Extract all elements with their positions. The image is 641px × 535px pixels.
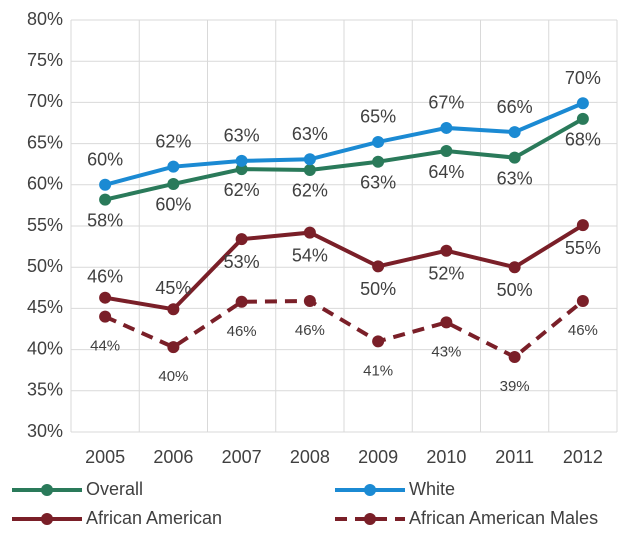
- point: [576, 294, 589, 307]
- point: [99, 193, 112, 206]
- series-line: [104, 101, 584, 187]
- point: [508, 151, 521, 164]
- point: [508, 351, 521, 364]
- legend-label: African American Males: [409, 508, 598, 528]
- point: [235, 233, 248, 246]
- y-tick-label: 40%: [27, 338, 63, 358]
- data-label: 58%: [87, 210, 123, 230]
- data-label: 54%: [292, 245, 328, 265]
- series-line: [104, 117, 584, 202]
- point: [235, 295, 248, 308]
- point: [576, 97, 589, 110]
- x-tick-label: 2008: [290, 447, 330, 467]
- x-tick-label: 2006: [153, 447, 193, 467]
- legend-marker: [41, 513, 53, 525]
- data-label: 70%: [565, 68, 601, 88]
- legend-marker: [41, 484, 53, 496]
- x-tick-label: 2005: [85, 447, 125, 467]
- data-label: 68%: [565, 130, 601, 150]
- point: [167, 303, 180, 316]
- y-tick-label: 35%: [27, 380, 63, 400]
- series-line: [104, 298, 585, 360]
- point: [167, 160, 180, 173]
- data-label: 67%: [428, 93, 464, 113]
- data-label: 64%: [428, 162, 464, 182]
- data-label: 46%: [295, 322, 325, 339]
- data-label: 39%: [500, 378, 530, 395]
- point: [303, 153, 316, 166]
- point: [372, 155, 385, 168]
- legend-marker: [364, 513, 376, 525]
- data-label: 46%: [568, 322, 598, 339]
- data-label: 60%: [87, 150, 123, 170]
- y-tick-label: 80%: [27, 9, 63, 29]
- data-label: 63%: [497, 168, 533, 188]
- point: [508, 261, 521, 274]
- legend-label: African American: [86, 508, 222, 528]
- x-tick-label: 2009: [358, 447, 398, 467]
- point: [372, 260, 385, 273]
- x-tick-label: 2007: [222, 447, 262, 467]
- data-label: 63%: [224, 126, 260, 146]
- x-tick-label: 2012: [563, 447, 603, 467]
- point: [99, 310, 112, 323]
- point: [235, 154, 248, 167]
- data-label: 50%: [360, 279, 396, 299]
- data-label: 40%: [158, 368, 188, 385]
- point: [303, 294, 316, 307]
- point: [372, 335, 385, 348]
- data-label: 55%: [565, 238, 601, 258]
- data-label: 63%: [360, 172, 396, 192]
- point: [372, 135, 385, 148]
- legend-label: White: [409, 479, 455, 499]
- x-tick-label: 2011: [495, 447, 534, 467]
- y-tick-label: 75%: [27, 50, 63, 70]
- point: [508, 126, 521, 139]
- point: [576, 219, 589, 232]
- point: [99, 291, 112, 304]
- data-label: 63%: [292, 124, 328, 144]
- point: [576, 112, 589, 125]
- point: [303, 163, 316, 176]
- point: [440, 145, 453, 158]
- legend-marker: [364, 484, 376, 496]
- point: [235, 163, 248, 176]
- point: [440, 244, 453, 257]
- y-tick-label: 65%: [27, 132, 63, 152]
- legend-label: Overall: [86, 479, 143, 499]
- point: [167, 177, 180, 190]
- data-label: 52%: [428, 263, 464, 283]
- y-tick-label: 30%: [27, 421, 63, 441]
- data-label: 41%: [363, 362, 393, 379]
- data-label: 43%: [431, 343, 461, 360]
- data-label: 50%: [497, 280, 533, 300]
- y-tick-label: 55%: [27, 215, 63, 235]
- data-label: 60%: [155, 195, 191, 215]
- point: [99, 178, 112, 191]
- data-label: 53%: [224, 252, 260, 272]
- y-tick-label: 70%: [27, 91, 63, 111]
- data-label: 44%: [90, 338, 120, 355]
- data-label: 46%: [87, 266, 123, 286]
- y-tick-label: 50%: [27, 256, 63, 276]
- point: [440, 316, 453, 329]
- point: [303, 226, 316, 239]
- point: [440, 121, 453, 134]
- point: [167, 341, 180, 354]
- data-label: 65%: [360, 107, 396, 127]
- data-label: 62%: [292, 181, 328, 201]
- data-label: 66%: [497, 97, 533, 117]
- y-tick-label: 60%: [27, 174, 63, 194]
- series-line: [104, 223, 584, 312]
- data-label: 62%: [224, 180, 260, 200]
- data-label: 46%: [227, 323, 257, 340]
- data-label: 62%: [155, 131, 191, 151]
- x-tick-label: 2010: [426, 447, 466, 467]
- data-label: 45%: [155, 278, 191, 298]
- y-tick-label: 45%: [27, 297, 63, 317]
